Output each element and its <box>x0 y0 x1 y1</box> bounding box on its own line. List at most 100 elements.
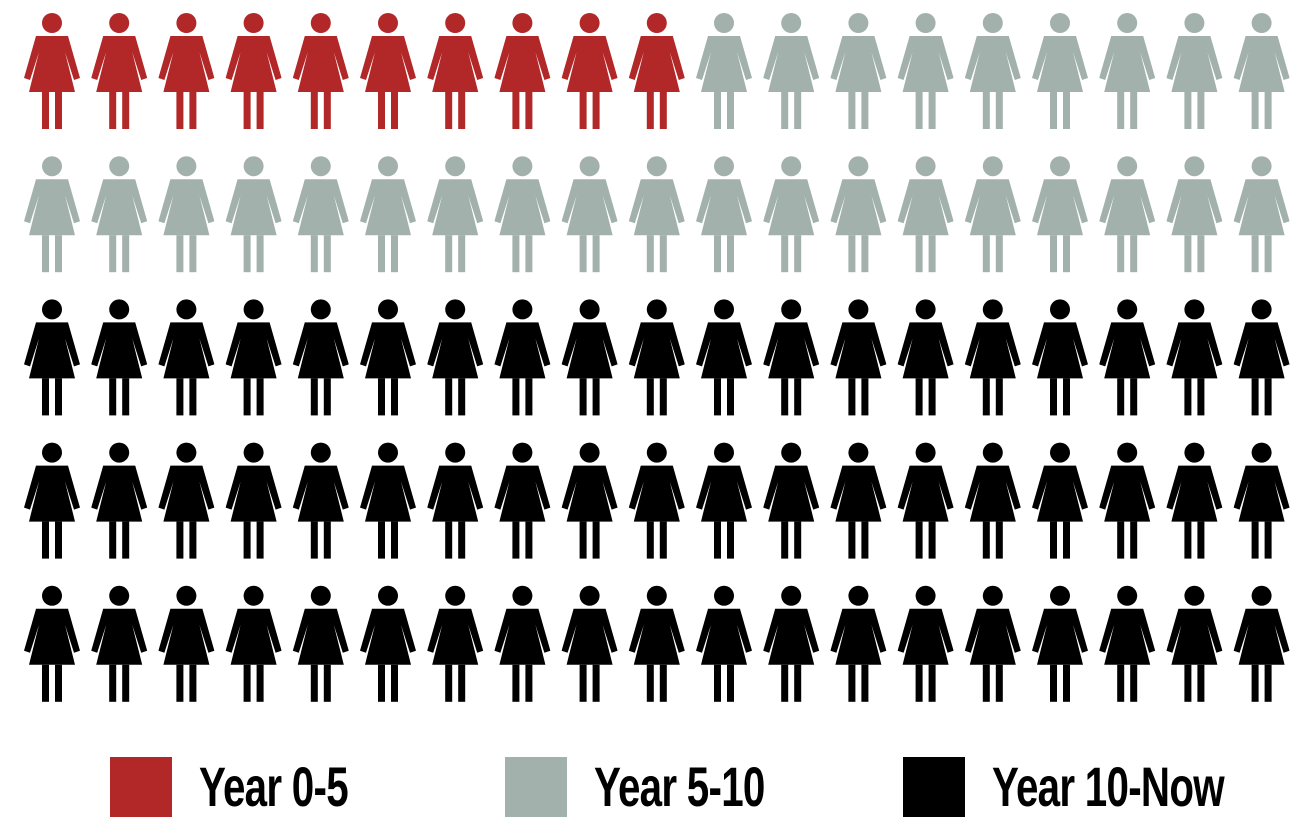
woman-icon <box>24 13 80 129</box>
woman-icon <box>225 156 282 273</box>
woman-icon <box>763 299 820 416</box>
legend-item-year-5-10: Year 5-10 <box>505 757 831 817</box>
woman-icon <box>561 442 618 559</box>
legend-label-year-10-now: Year 10-Now <box>992 755 1225 818</box>
woman-icon <box>561 13 618 129</box>
woman-icon <box>158 442 215 559</box>
woman-icon <box>91 13 148 129</box>
woman-icon <box>964 156 1021 273</box>
woman-icon <box>1166 299 1223 416</box>
woman-icon <box>494 299 551 416</box>
woman-icon <box>292 442 349 559</box>
woman-icon <box>696 585 752 702</box>
legend-swatch-year-5-10 <box>505 757 567 817</box>
woman-icon <box>1099 299 1156 416</box>
woman-icon <box>494 585 551 702</box>
woman-icon <box>427 13 484 129</box>
woman-icon <box>561 585 618 702</box>
woman-icon <box>360 13 416 129</box>
woman-icon <box>1166 156 1223 273</box>
woman-icon <box>24 299 80 416</box>
woman-icon <box>964 13 1021 129</box>
woman-icon <box>292 13 349 129</box>
woman-icon <box>897 585 954 702</box>
legend-label-year-0-5: Year 0-5 <box>199 755 349 818</box>
woman-icon <box>91 442 148 559</box>
woman-icon <box>628 585 685 702</box>
woman-icon <box>897 442 954 559</box>
woman-icon <box>696 156 752 273</box>
woman-icon <box>292 299 349 416</box>
woman-icon <box>158 299 215 416</box>
woman-icon <box>897 156 954 273</box>
woman-icon <box>158 13 215 129</box>
woman-icon <box>360 442 416 559</box>
woman-icon <box>158 585 215 702</box>
woman-icon <box>1233 299 1290 416</box>
woman-icon <box>24 442 80 559</box>
woman-icon <box>91 156 148 273</box>
woman-icon <box>225 299 282 416</box>
woman-icon <box>1099 585 1156 702</box>
woman-icon <box>1032 442 1088 559</box>
woman-icon <box>1233 156 1290 273</box>
woman-icon <box>427 299 484 416</box>
woman-icon <box>1032 13 1088 129</box>
woman-icon <box>1166 442 1223 559</box>
woman-icon <box>1233 13 1290 129</box>
woman-icon <box>763 156 820 273</box>
woman-icon <box>1032 299 1088 416</box>
woman-icon <box>225 585 282 702</box>
woman-icon <box>1166 13 1223 129</box>
woman-icon <box>628 299 685 416</box>
woman-icon <box>91 299 148 416</box>
woman-icon <box>964 442 1021 559</box>
woman-icon <box>1032 585 1088 702</box>
woman-icon <box>628 156 685 273</box>
woman-icon <box>24 585 80 702</box>
woman-icon <box>830 299 887 416</box>
legend-item-year-0-5: Year 0-5 <box>110 757 406 817</box>
woman-icon <box>964 299 1021 416</box>
woman-icon <box>427 585 484 702</box>
woman-icon <box>763 13 820 129</box>
woman-icon <box>1099 156 1156 273</box>
woman-icon <box>494 442 551 559</box>
woman-icon <box>225 13 282 129</box>
woman-icon <box>561 299 618 416</box>
woman-icon <box>1233 442 1290 559</box>
woman-icon <box>897 299 954 416</box>
woman-icon <box>696 442 752 559</box>
legend: Year 0-5 Year 5-10 Year 10-Now <box>0 735 1293 819</box>
woman-icon <box>360 156 416 273</box>
woman-icon <box>830 156 887 273</box>
woman-icon <box>1099 442 1156 559</box>
woman-icon <box>360 585 416 702</box>
woman-icon <box>830 13 887 129</box>
woman-icon <box>1032 156 1088 273</box>
woman-icon <box>628 442 685 559</box>
legend-item-year-10-now: Year 10-Now <box>903 757 1293 817</box>
woman-icon <box>628 13 685 129</box>
woman-icon <box>91 585 148 702</box>
woman-icon <box>897 13 954 129</box>
woman-icon <box>696 299 752 416</box>
legend-swatch-year-10-now <box>903 757 965 817</box>
woman-icon <box>494 13 551 129</box>
legend-label-year-5-10: Year 5-10 <box>594 755 765 818</box>
woman-icon <box>292 585 349 702</box>
woman-icon <box>763 585 820 702</box>
woman-icon <box>427 442 484 559</box>
woman-icon <box>1099 13 1156 129</box>
woman-icon <box>763 442 820 559</box>
woman-icon <box>1233 585 1290 702</box>
woman-icon <box>561 156 618 273</box>
woman-icon <box>494 156 551 273</box>
woman-icon <box>225 442 282 559</box>
woman-icon <box>830 442 887 559</box>
woman-icon <box>158 156 215 273</box>
woman-icon <box>360 299 416 416</box>
woman-icon <box>830 585 887 702</box>
woman-icon <box>24 156 80 273</box>
legend-swatch-year-0-5 <box>110 757 172 817</box>
